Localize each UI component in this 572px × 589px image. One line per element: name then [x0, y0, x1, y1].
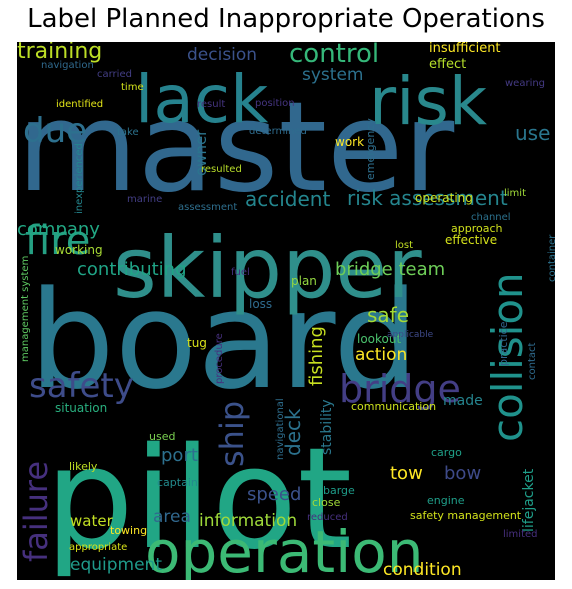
word-carried: carried	[97, 69, 132, 80]
word-procedure: procedure	[214, 333, 225, 384]
word-system: system	[302, 65, 363, 85]
word-cloud: master pilot board skipper operation lack risk…	[17, 42, 555, 580]
word-failure: failure	[17, 461, 55, 562]
word-safety-management: safety management	[410, 509, 522, 522]
word-inexperienced: inexperienced	[74, 143, 85, 214]
word-barge: barge	[323, 484, 355, 497]
word-area: area	[153, 507, 191, 527]
word-appropriate: appropriate	[69, 542, 127, 553]
word-operating: operating	[415, 191, 473, 205]
word-channel: channel	[471, 212, 511, 223]
word-management-system: management system	[20, 256, 31, 362]
word-likely: likely	[69, 460, 98, 473]
word-effective: effective	[445, 233, 497, 247]
word-practice: practice	[497, 321, 510, 366]
word-made: made	[443, 393, 483, 409]
word-pilot: pilot	[45, 418, 352, 580]
word-use: use	[515, 121, 550, 145]
word-bow: bow	[444, 463, 481, 484]
word-approach: approach	[451, 222, 503, 235]
word-company: company	[17, 219, 100, 240]
word-action: action	[355, 345, 407, 365]
word-fuel: fuel	[231, 267, 250, 278]
word-equipment: equipment	[70, 555, 162, 575]
word-working: working	[55, 243, 103, 257]
word-ship: ship	[213, 401, 251, 467]
word-contributing: contributing	[77, 259, 187, 280]
word-risk: risk	[369, 63, 488, 140]
word-navigation: navigation	[41, 60, 94, 71]
word-position: position	[255, 98, 295, 109]
word-risk-assessment: risk assessment	[347, 186, 508, 210]
word-bridge-team: bridge team	[335, 259, 445, 280]
word-time: time	[121, 82, 144, 93]
word-effect: effect	[429, 57, 466, 72]
word-work: work	[335, 135, 364, 149]
word-identified: identified	[56, 99, 103, 110]
word-lost: lost	[395, 240, 413, 251]
word-tug: tug	[187, 336, 207, 350]
word-control: control	[289, 42, 379, 69]
word-condition: condition	[383, 560, 462, 580]
word-collision: collision	[483, 272, 532, 442]
word-communication: communication	[351, 400, 436, 413]
chart-title: Label Planned Inappropriate Operations	[27, 4, 545, 34]
word-determined: determined	[249, 126, 307, 137]
word-resulted: resulted	[201, 164, 242, 175]
word-port: port	[161, 445, 198, 466]
word-captain: captain	[157, 476, 198, 489]
word-bridge: bridge	[339, 367, 461, 411]
word-contact: contact	[527, 342, 538, 380]
word-engine: engine	[427, 494, 465, 507]
word-loss: loss	[249, 297, 272, 311]
word-cargo: cargo	[431, 446, 462, 459]
word-fishing: fishing	[306, 326, 327, 386]
word-board: board	[29, 262, 419, 419]
word-decision: decision	[187, 45, 257, 65]
word-result: result	[197, 99, 225, 110]
word-close: close	[312, 496, 341, 509]
word-due: due	[23, 111, 87, 151]
word-container: container	[547, 234, 555, 282]
word-assessment: assessment	[178, 202, 237, 213]
word-wearing: wearing	[505, 78, 545, 89]
word-deck: deck	[281, 408, 305, 456]
word-insufficient: insufficient	[429, 42, 501, 56]
word-lookout: lookout	[357, 332, 401, 346]
word-master: master	[17, 76, 454, 220]
word-water: water	[70, 512, 114, 530]
word-emergency: emergency	[364, 118, 377, 180]
word-safe: safe	[367, 303, 409, 327]
word-information: information	[199, 511, 297, 531]
word-stability: stability	[319, 399, 335, 455]
word-limited: limited	[503, 529, 538, 540]
word-operation: operation	[145, 518, 423, 580]
word-skipper: skipper	[113, 219, 422, 317]
word-navigational: navigational	[275, 398, 286, 460]
word-limit: limit	[504, 188, 526, 199]
word-fire: fire	[25, 218, 90, 264]
word-training: training	[17, 42, 102, 64]
word-tow: tow	[390, 463, 423, 484]
word-owner: owner	[192, 129, 210, 176]
word-speed: speed	[247, 484, 301, 505]
word-marine: marine	[127, 194, 162, 205]
word-lifejacket: lifejacket	[521, 468, 537, 532]
word-reduced: reduced	[307, 512, 348, 523]
word-situation: situation	[55, 401, 107, 415]
word-used: used	[149, 430, 175, 443]
word-towing: towing	[110, 524, 147, 537]
word-safety: safety	[29, 366, 134, 406]
word-lack: lack	[135, 61, 269, 138]
word-accident: accident	[245, 187, 330, 211]
word-plan: plan	[291, 274, 317, 288]
word-take: take	[117, 127, 139, 138]
word-applicable: applicable	[387, 330, 434, 340]
